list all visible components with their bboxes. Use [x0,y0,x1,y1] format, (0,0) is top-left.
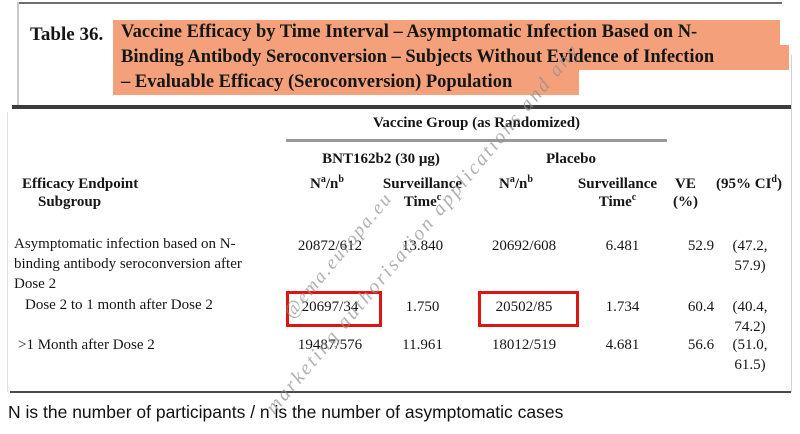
row1-endpoint-label-line-1: Asymptomatic infection based on N- [14,236,236,252]
row1-bnt-surveillance-time: 13.840 [401,238,444,254]
ci-column-header: (95% CId) [716,174,782,193]
bnt-surveillance-header-line-1: Surveillance [382,176,463,192]
row1-ci-line-2: 57.9) [734,258,766,274]
table-left-border [7,112,8,392]
row3-ci-line-2: 61.5) [734,357,766,373]
highlight-box-bnt-value [286,291,382,327]
table-number-label: Table 36. [30,24,104,45]
table-title-line-2: Binding Antibody Seroconversion – Subjec… [113,45,789,70]
row3-placebo-surveillance-time: 4.681 [605,337,640,353]
table-right-border [791,55,792,392]
row1-ve-value: 52.9 [687,238,715,254]
caption-left-border [17,2,19,105]
row1-endpoint-label-line-2: binding antibody seroconversion after [14,256,242,272]
endpoint-column-header-line-2: Subgroup [38,194,102,210]
row1-placebo-surveillance-time: 6.481 [605,238,640,254]
ve-column-header-line-1: VE [675,176,696,192]
row2-bnt-n-ratio: 20697/34 [301,299,359,315]
row2-ci-line-1: (40.4, [732,299,768,315]
table-top-thick-rule [12,105,792,109]
row3-endpoint-label: >1 Month after Dose 2 [18,337,155,353]
row2-placebo-n-ratio: 20502/85 [495,299,553,315]
row3-bnt-surveillance-time: 11.961 [402,337,443,353]
placebo-surveillance-header-line-1: Surveillance [577,176,658,192]
endpoint-column-header-line-1: Efficacy Endpoint [22,176,139,192]
row3-bnt-n-ratio: 19487/576 [297,337,363,353]
placebo-n-ratio-column-header: Na/nb [499,174,533,193]
row2-endpoint-label: Dose 2 to 1 month after Dose 2 [25,297,213,313]
bnt-n-ratio-column-header: Na/nb [310,174,344,193]
row3-placebo-n-ratio: 18012/519 [491,337,557,353]
row3-ve-value: 56.6 [687,337,715,353]
row1-ci-line-1: (47.2, [732,238,768,254]
bnt162b2-column-group-header: BNT162b2 (30 μg) [322,151,440,167]
row1-endpoint-label-line-3: Dose 2 [14,276,57,292]
table-bottom-rule [10,391,791,393]
row1-placebo-n-ratio: 20692/608 [491,238,557,254]
row1-bnt-n-ratio: 20872/612 [297,238,363,254]
placebo-column-group-header: Placebo [546,151,596,167]
row2-placebo-surveillance-time: 1.734 [605,299,640,315]
ve-column-header-line-2: (%) [673,194,698,210]
vaccine-group-header: Vaccine Group (as Randomized) [372,115,581,131]
row3-ci-line-1: (51.0, [732,337,768,353]
table-title-line-1: Vaccine Efficacy by Time Interval – Asym… [113,20,780,45]
top-rule [17,2,782,4]
placebo-surveillance-header-line-2: Timec [598,192,637,211]
bnt-surveillance-header-line-2: Timec [403,192,442,211]
row2-ve-value: 60.4 [687,299,715,315]
highlight-box-placebo-value [478,291,579,327]
row2-ci-line-2: 74.2) [734,319,766,335]
vaccine-group-underline [286,139,667,142]
table-footnote: N is the number of participants / n is t… [8,402,564,422]
table-title-line-3: – Evaluable Efficacy (Seroconversion) Po… [113,70,579,95]
watermark-authorisation-line: marketing authorisation applications and… [261,38,585,419]
row2-bnt-surveillance-time: 1.750 [405,299,440,315]
